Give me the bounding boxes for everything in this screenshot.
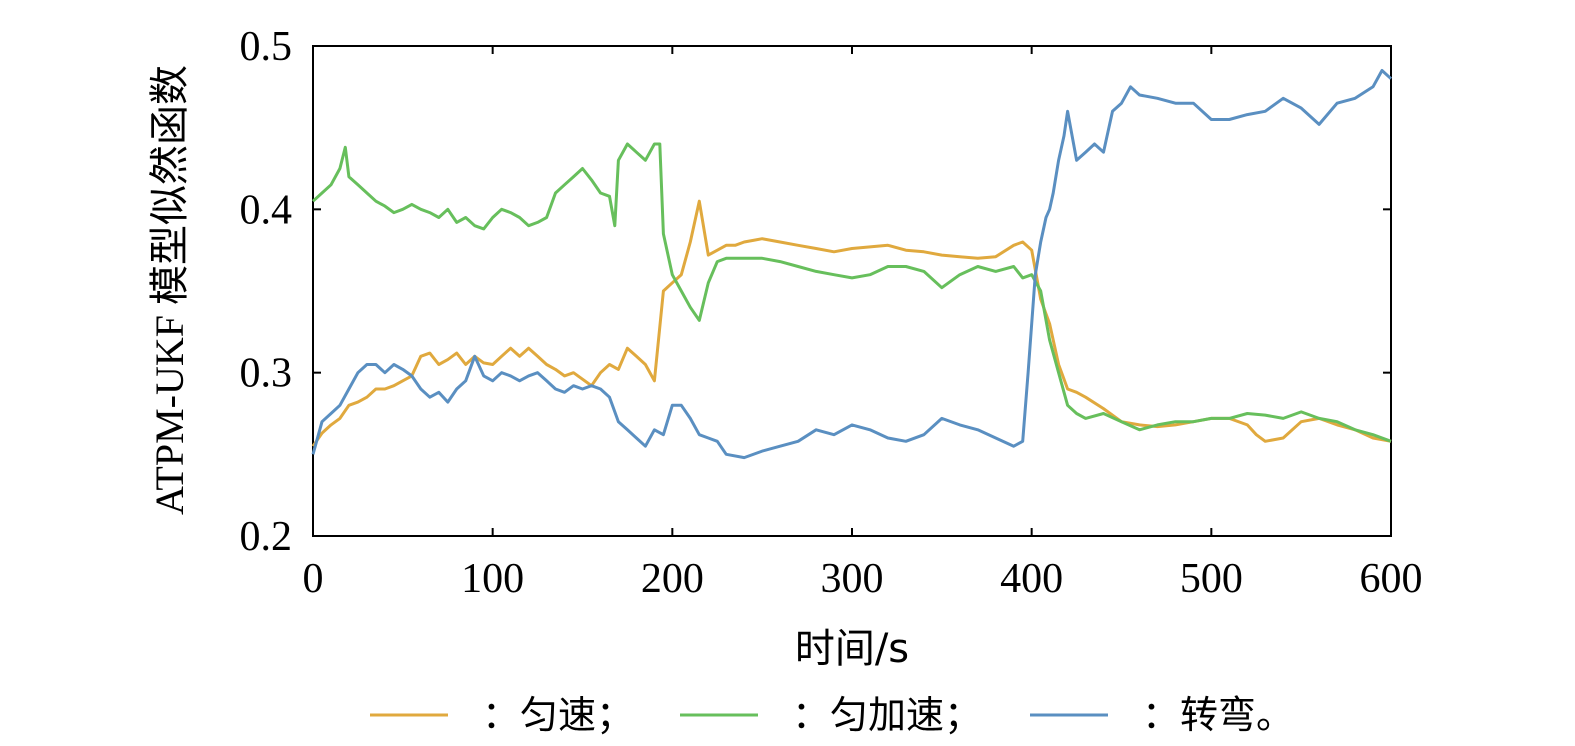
y-tick-label: 0.5: [240, 24, 293, 70]
series-line-1: [311, 142, 1392, 443]
y-axis: 0.2 0.3 0.4 0.5: [240, 24, 1391, 560]
y-tick-label: 0.2: [240, 514, 293, 560]
y-tick-label: 0.4: [240, 187, 293, 233]
x-tick-label: 0: [303, 556, 324, 602]
legend: ：匀速；：匀加速；：转弯。: [370, 693, 1294, 737]
x-axis: 0 100 200 300 400 500 600: [303, 46, 1423, 602]
x-tick-label: 100: [461, 556, 524, 602]
x-tick-label: 400: [1000, 556, 1063, 602]
x-tick-label: 500: [1180, 556, 1243, 602]
legend-label-1: 匀加速；: [830, 693, 982, 737]
legend-label-0: 匀速；: [520, 693, 634, 737]
x-tick-label: 300: [821, 556, 884, 602]
x-axis-label: 时间/s: [795, 626, 909, 672]
legend-label-2: 转弯。: [1180, 693, 1294, 737]
y-tick-label: 0.3: [240, 351, 293, 397]
series-line-2: [311, 69, 1393, 460]
legend-colon: ：: [1142, 693, 1180, 737]
series-line-0: [311, 199, 1392, 448]
series-layer: [311, 69, 1393, 460]
x-tick-label: 600: [1360, 556, 1423, 602]
y-axis-label: ATPM-UKF 模型似然函数: [147, 65, 192, 515]
legend-colon: ：: [482, 693, 520, 737]
x-tick-label: 200: [641, 556, 704, 602]
legend-colon: ：: [792, 693, 830, 737]
